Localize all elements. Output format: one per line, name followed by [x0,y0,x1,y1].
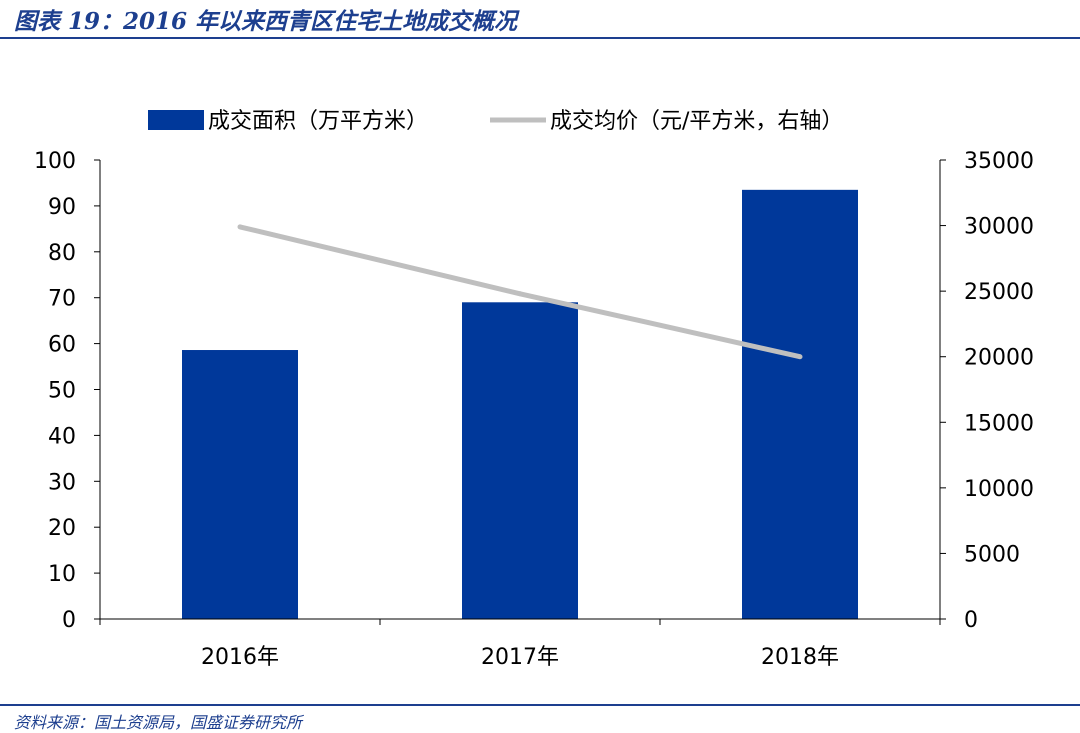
left-tick-label: 60 [48,333,76,358]
right-tick-label: 10000 [964,477,1034,502]
left-tick-label: 100 [34,149,76,174]
chart-title: 图表 19：2016 年以来西青区住宅土地成交概况 [14,8,518,35]
x-tick-label: 2016年 [201,645,279,670]
legend-swatch-bar [148,110,204,130]
right-tick-label: 0 [964,608,978,633]
line-point [237,224,243,230]
legend-label-bar: 成交面积（万平方米） [208,109,428,134]
line-point [797,354,803,360]
source-note: 资料来源：国土资源局，国盛证券研究所 [14,713,303,732]
bar [182,350,298,619]
left-tick-label: 10 [48,562,76,587]
left-tick-label: 40 [48,424,76,449]
legend: 成交面积（万平方米） 成交均价（元/平方米，右轴） [148,109,843,134]
legend-label-line: 成交均价（元/平方米，右轴） [550,109,843,134]
bar [742,189,858,619]
title-divider [0,37,1080,39]
x-tick-label: 2018年 [761,645,839,670]
left-tick-label: 80 [48,241,76,266]
line-point [517,291,523,297]
axes: 0 10 20 30 40 50 60 70 80 90 100 0 5000 10000 15000 200… [34,149,1034,670]
right-tick-label: 15000 [964,411,1034,436]
x-tick-label: 2017年 [481,645,559,670]
left-tick-label: 50 [48,379,76,404]
left-tick-label: 20 [48,516,76,541]
right-tick-label: 30000 [964,215,1034,240]
right-tick-label: 5000 [964,542,1020,567]
right-tick-label: 35000 [964,149,1034,174]
left-tick-label: 0 [62,608,76,633]
bar-series [182,189,858,619]
right-tick-label: 25000 [964,280,1034,305]
line-series [237,224,803,360]
left-tick-label: 30 [48,470,76,495]
left-tick-label: 70 [48,287,76,312]
right-tick-label: 20000 [964,346,1034,371]
bar [462,302,578,619]
chart-area: 成交面积（万平方米） 成交均价（元/平方米，右轴） 0 10 20 30 40 50 60 70… [34,109,1034,670]
footer-divider [0,704,1080,706]
left-tick-label: 90 [48,195,76,220]
